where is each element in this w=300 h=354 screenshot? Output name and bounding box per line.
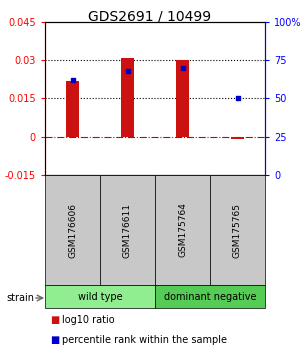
Text: log10 ratio: log10 ratio	[62, 315, 115, 325]
Text: percentile rank within the sample: percentile rank within the sample	[62, 335, 227, 345]
Bar	[100, 175, 155, 285]
Bar	[45, 285, 155, 308]
Text: ■: ■	[50, 335, 59, 345]
Bar	[231, 137, 244, 139]
Bar	[176, 60, 189, 137]
Text: GSM175765: GSM175765	[233, 202, 242, 257]
Bar	[210, 175, 265, 285]
Point	[235, 96, 240, 101]
Point	[180, 65, 185, 71]
Text: ■: ■	[50, 315, 59, 325]
Bar	[45, 175, 100, 285]
Point	[125, 68, 130, 74]
Bar	[121, 58, 134, 137]
Text: dominant negative: dominant negative	[164, 291, 256, 302]
Text: GSM176606: GSM176606	[68, 202, 77, 257]
Text: GSM175764: GSM175764	[178, 202, 187, 257]
Text: GDS2691 / 10499: GDS2691 / 10499	[88, 10, 212, 24]
Bar	[66, 81, 80, 137]
Bar	[155, 285, 265, 308]
Text: wild type: wild type	[78, 291, 122, 302]
Text: GSM176611: GSM176611	[123, 202, 132, 257]
Point	[70, 77, 75, 83]
Text: strain: strain	[6, 293, 34, 303]
Bar	[155, 175, 210, 285]
